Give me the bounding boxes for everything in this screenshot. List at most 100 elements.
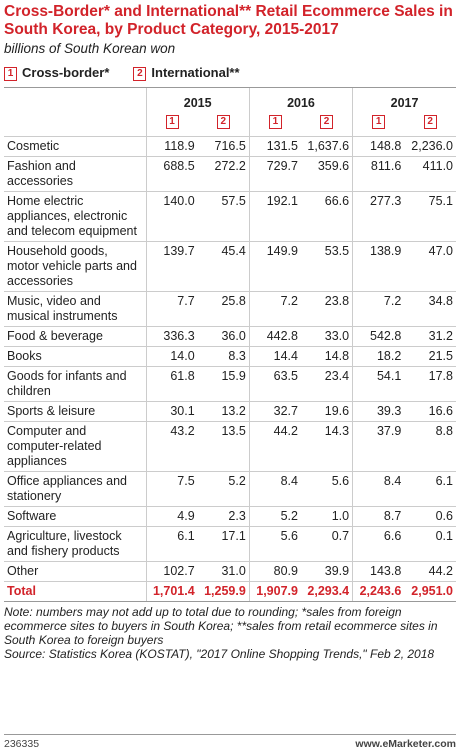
- value-cell: 21.5: [404, 346, 456, 367]
- column-marker: 2: [423, 115, 437, 130]
- corner-cell: [4, 86, 146, 113]
- value-cell: 53.5: [300, 241, 353, 292]
- data-table: 2015 2016 2017 1 2 1 2 1 2 Cosmetic 118.9 716.5 131.…: [4, 86, 456, 602]
- value-cell: 6.1: [145, 526, 198, 562]
- column-marker: 1: [268, 115, 282, 130]
- value-cell: 8.7: [352, 506, 405, 527]
- marker-cell: 2: [197, 112, 250, 137]
- value-cell: 2.3: [197, 506, 250, 527]
- table-row: Fashion and accessories 688.5 272.2 729.7 35…: [4, 156, 456, 192]
- header-row: 2015 2016 2017: [4, 86, 456, 113]
- value-cell: 8.3: [197, 346, 250, 367]
- value-cell: 23.4: [300, 366, 353, 402]
- value-cell: 18.2: [352, 346, 405, 367]
- marker-cell: 2: [404, 112, 456, 137]
- value-cell: 36.0: [197, 326, 250, 347]
- footer: 236335 www.eMarketer.com: [4, 734, 456, 750]
- title: Cross-Border* and International** Retail…: [4, 3, 453, 38]
- value-cell: 15.9: [197, 366, 250, 402]
- value-cell: 716.5: [197, 136, 250, 157]
- value-cell: 17.8: [404, 366, 456, 402]
- marker-row: 1 2 1 2 1 2: [4, 112, 456, 137]
- value-cell: 34.8: [404, 291, 456, 327]
- value-cell: 2,243.6: [352, 580, 405, 602]
- value-cell: 411.0: [404, 156, 456, 192]
- value-cell: 66.6: [300, 191, 353, 242]
- value-cell: 140.0: [145, 191, 198, 242]
- value-cell: 149.9: [248, 241, 301, 292]
- value-cell: 14.4: [248, 346, 301, 367]
- value-cell: 6.1: [404, 471, 456, 507]
- note: Note: numbers may not add up to total du…: [4, 604, 438, 647]
- value-cell: 57.5: [197, 191, 250, 242]
- row-label: Agriculture, livestock and fishery produ…: [4, 526, 146, 562]
- table-row: Sports & leisure 30.1 13.2 32.7 19.6 39.3 16.6: [4, 401, 456, 422]
- table-row: Home electric appliances, electronic and…: [4, 191, 456, 242]
- table-row: Software 4.9 2.3 5.2 1.0 8.7 0.6: [4, 506, 456, 527]
- legend-label: Cross-border*: [22, 65, 110, 80]
- marker-cell: 1: [248, 112, 301, 137]
- value-cell: 4.9: [145, 506, 198, 527]
- legend-item: 2 International**: [133, 65, 240, 81]
- legend-marker: 1: [4, 66, 17, 81]
- row-label: Household goods, motor vehicle parts and…: [4, 241, 146, 292]
- value-cell: 37.9: [352, 421, 405, 472]
- value-cell: 118.9: [145, 136, 198, 157]
- row-label: Software: [4, 506, 146, 527]
- row-label: Sports & leisure: [4, 401, 146, 422]
- value-cell: 0.6: [404, 506, 456, 527]
- table-row: Cosmetic 118.9 716.5 131.5 1,637.6 148.8 2,236…: [4, 136, 456, 157]
- brand: www.eMarketer.com: [355, 738, 456, 750]
- value-cell: 5.2: [248, 506, 301, 527]
- value-cell: 7.2: [248, 291, 301, 327]
- row-label: Goods for infants and children: [4, 366, 146, 402]
- legend: 1 Cross-border* 2 International**: [4, 65, 456, 81]
- value-cell: 8.8: [404, 421, 456, 472]
- value-cell: 61.8: [145, 366, 198, 402]
- value-cell: 359.6: [300, 156, 353, 192]
- value-cell: 0.7: [300, 526, 353, 562]
- value-cell: 2,293.4: [300, 580, 353, 602]
- row-label: Total: [4, 580, 146, 602]
- value-cell: 811.6: [352, 156, 405, 192]
- table-row: Computer and computer-related appliances…: [4, 421, 456, 472]
- value-cell: 5.2: [197, 471, 250, 507]
- table-row: Other 102.7 31.0 80.9 39.9 143.8 44.2: [4, 561, 456, 582]
- value-cell: 44.2: [248, 421, 301, 472]
- value-cell: 148.8: [352, 136, 405, 157]
- value-cell: 1,637.6: [300, 136, 353, 157]
- value-cell: 542.8: [352, 326, 405, 347]
- value-cell: 102.7: [145, 561, 198, 582]
- value-cell: 14.3: [300, 421, 353, 472]
- value-cell: 8.4: [248, 471, 301, 507]
- table-row: Agriculture, livestock and fishery produ…: [4, 526, 456, 562]
- value-cell: 32.7: [248, 401, 301, 422]
- value-cell: 0.1: [404, 526, 456, 562]
- row-label: Cosmetic: [4, 136, 146, 157]
- value-cell: 13.2: [197, 401, 250, 422]
- legend-label: International**: [151, 65, 240, 80]
- column-marker: 1: [165, 115, 179, 130]
- value-cell: 14.0: [145, 346, 198, 367]
- value-cell: 45.4: [197, 241, 250, 292]
- legend-item: 1 Cross-border*: [4, 65, 109, 81]
- value-cell: 729.7: [248, 156, 301, 192]
- value-cell: 277.3: [352, 191, 405, 242]
- content: Cross-Border* and International** Retail…: [4, 3, 456, 661]
- marker-cell: 1: [352, 112, 405, 137]
- value-cell: 16.6: [404, 401, 456, 422]
- value-cell: 272.2: [197, 156, 250, 192]
- year-header: 2015: [145, 86, 250, 113]
- value-cell: 44.2: [404, 561, 456, 582]
- row-label: Office appliances and stationery: [4, 471, 146, 507]
- value-cell: 14.8: [300, 346, 353, 367]
- row-label: Music, video and musical instruments: [4, 291, 146, 327]
- value-cell: 688.5: [145, 156, 198, 192]
- value-cell: 19.6: [300, 401, 353, 422]
- source: Source: Statistics Korea (KOSTAT), "2017…: [4, 646, 435, 661]
- value-cell: 1,907.9: [248, 580, 301, 602]
- value-cell: 33.0: [300, 326, 353, 347]
- value-cell: 7.7: [145, 291, 198, 327]
- table-row: Household goods, motor vehicle parts and…: [4, 241, 456, 292]
- value-cell: 75.1: [404, 191, 456, 242]
